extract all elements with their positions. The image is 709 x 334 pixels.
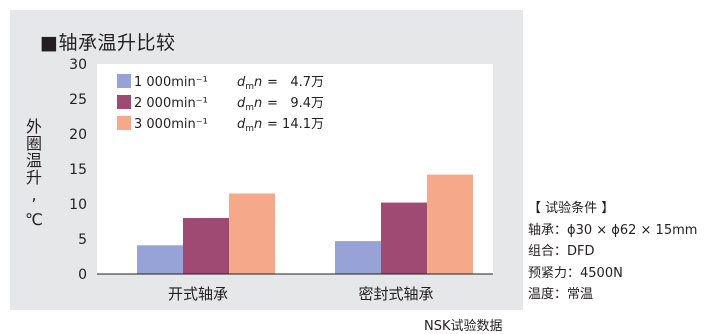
- bar: [381, 202, 427, 274]
- y-axis-label-char: 外: [25, 117, 42, 136]
- y-tick-label: 10: [69, 197, 87, 213]
- y-tick-label: 15: [69, 162, 87, 178]
- condition-bearing: 轴承：ϕ30 × ϕ62 × 15mm: [528, 222, 698, 238]
- legend-label: 2 000min⁻¹: [134, 96, 208, 111]
- legend-label: 3 000min⁻¹: [134, 117, 208, 132]
- legend-dmn-label: dmn: [237, 96, 262, 113]
- bar: [183, 218, 229, 274]
- data-source-note: NSK试验数据: [424, 319, 503, 334]
- y-axis-label-char: 升: [25, 168, 42, 187]
- legend-dmn-eq: =: [267, 96, 278, 111]
- legend-dmn-eq: =: [267, 117, 278, 132]
- x-tick-label: 密封式轴承: [358, 285, 433, 303]
- bar: [229, 193, 275, 274]
- legend-swatch: [117, 116, 131, 130]
- chart-plot: 0 5 10 15 20 25 30 开式轴承 密封式轴承 1 000min⁻¹ dmn = 4.7万 2…: [69, 57, 493, 303]
- bar: [335, 241, 381, 274]
- y-tick-label: 25: [69, 92, 87, 108]
- y-axis-label-char: ,: [31, 185, 37, 204]
- condition-temperature: 温度：常温: [528, 287, 594, 302]
- y-axis-label: 外圈温升, ℃: [24, 118, 44, 228]
- test-conditions: 【 试验条件 】 轴承：ϕ30 × ϕ62 × 15mm 组合：DFD 预紧力：…: [528, 198, 697, 306]
- y-axis-label-char: 温: [25, 151, 42, 170]
- y-tick-label: 20: [69, 127, 87, 143]
- condition-preload: 预紧力：4500N: [528, 265, 623, 281]
- condition-arrangement: 组合：DFD: [528, 244, 595, 259]
- legend-dmn-eq: =: [267, 75, 278, 90]
- chart-panel: ■轴承温升比较 外圈温升, ℃ 0 5 10 15 20 25 30 开式轴承 密封式轴承 1 00…: [10, 10, 523, 310]
- bar: [137, 245, 183, 274]
- y-tick-label: 0: [78, 267, 87, 283]
- y-axis-label-char: ℃: [25, 210, 43, 229]
- x-tick-label: 开式轴承: [168, 285, 228, 303]
- conditions-heading: 【 试验条件 】: [528, 201, 615, 216]
- legend-dmn-label: dmn: [237, 117, 262, 134]
- legend-dmn-label: dmn: [237, 75, 262, 92]
- y-tick-label: 5: [78, 232, 87, 248]
- legend-dmn-value: 9.4万: [290, 96, 324, 111]
- y-axis-label-char: 圈: [25, 134, 42, 153]
- legend-label: 1 000min⁻¹: [134, 75, 208, 90]
- legend-swatch: [117, 95, 131, 109]
- legend-swatch: [117, 74, 131, 88]
- legend-dmn-value: 14.1万: [282, 117, 324, 132]
- bar: [427, 174, 473, 274]
- chart-title: ■轴承温升比较: [40, 32, 176, 54]
- legend-dmn-value: 4.7万: [290, 75, 324, 90]
- y-tick-label: 30: [69, 57, 87, 73]
